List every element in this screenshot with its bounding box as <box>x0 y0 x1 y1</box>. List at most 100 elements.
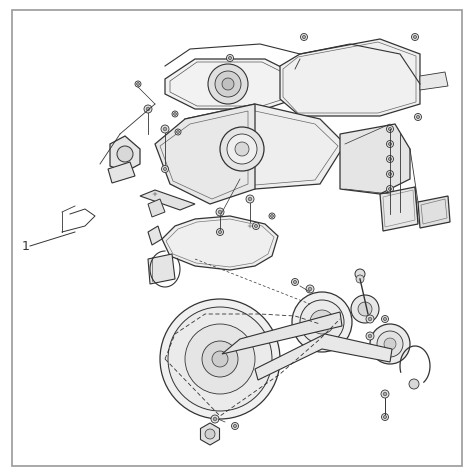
Circle shape <box>383 415 387 419</box>
Circle shape <box>208 64 248 104</box>
Circle shape <box>414 113 421 120</box>
Polygon shape <box>108 162 135 183</box>
Polygon shape <box>175 104 345 189</box>
Circle shape <box>355 269 365 279</box>
Circle shape <box>292 279 299 285</box>
Circle shape <box>164 167 166 171</box>
Circle shape <box>301 34 308 40</box>
Circle shape <box>377 331 403 357</box>
Circle shape <box>317 317 327 327</box>
Circle shape <box>388 142 392 146</box>
Circle shape <box>185 324 255 394</box>
Circle shape <box>146 107 150 111</box>
Circle shape <box>168 307 272 411</box>
Circle shape <box>154 192 156 195</box>
Circle shape <box>388 187 392 191</box>
Polygon shape <box>340 124 410 194</box>
Circle shape <box>162 165 168 173</box>
Circle shape <box>117 146 133 162</box>
Circle shape <box>248 224 252 228</box>
Polygon shape <box>201 423 219 445</box>
Circle shape <box>388 173 392 175</box>
Circle shape <box>227 55 234 62</box>
Circle shape <box>306 285 314 293</box>
Circle shape <box>173 113 176 115</box>
Circle shape <box>300 300 344 344</box>
Circle shape <box>381 390 389 398</box>
Polygon shape <box>148 199 165 217</box>
Circle shape <box>177 131 179 133</box>
Circle shape <box>222 78 234 90</box>
Polygon shape <box>162 216 278 270</box>
Circle shape <box>152 191 158 197</box>
Text: 1: 1 <box>22 239 30 253</box>
Circle shape <box>382 316 389 322</box>
Circle shape <box>246 195 254 203</box>
Circle shape <box>386 185 393 192</box>
Polygon shape <box>280 39 420 116</box>
Circle shape <box>231 422 238 429</box>
Circle shape <box>212 351 228 367</box>
Circle shape <box>411 34 419 40</box>
Circle shape <box>202 341 238 377</box>
Circle shape <box>358 302 372 316</box>
Circle shape <box>351 295 379 323</box>
Circle shape <box>135 81 141 87</box>
Circle shape <box>144 105 152 113</box>
Circle shape <box>160 299 280 419</box>
Circle shape <box>228 56 232 60</box>
Circle shape <box>255 224 257 228</box>
Polygon shape <box>148 226 162 245</box>
Circle shape <box>356 275 364 283</box>
Circle shape <box>220 127 264 171</box>
Polygon shape <box>155 104 255 204</box>
Circle shape <box>269 213 275 219</box>
Circle shape <box>383 318 387 320</box>
Circle shape <box>366 332 374 340</box>
Polygon shape <box>140 190 195 210</box>
Polygon shape <box>165 59 295 109</box>
Circle shape <box>219 230 221 234</box>
Circle shape <box>388 128 392 130</box>
Circle shape <box>253 222 259 229</box>
Circle shape <box>382 413 389 420</box>
Circle shape <box>386 140 393 147</box>
Circle shape <box>310 310 334 334</box>
Polygon shape <box>380 187 418 231</box>
Circle shape <box>213 417 217 421</box>
Circle shape <box>217 228 224 236</box>
Circle shape <box>386 155 393 163</box>
Circle shape <box>218 210 222 214</box>
Circle shape <box>227 134 257 164</box>
Circle shape <box>248 197 252 201</box>
Polygon shape <box>420 72 448 90</box>
Circle shape <box>161 125 169 133</box>
Circle shape <box>302 36 306 38</box>
Circle shape <box>205 429 215 439</box>
Circle shape <box>246 222 254 229</box>
Circle shape <box>233 424 237 428</box>
Circle shape <box>215 71 241 97</box>
Circle shape <box>211 415 219 423</box>
Circle shape <box>386 126 393 133</box>
Polygon shape <box>110 136 140 172</box>
Circle shape <box>175 129 181 135</box>
Circle shape <box>308 287 312 291</box>
Circle shape <box>292 292 352 352</box>
Polygon shape <box>418 196 450 228</box>
Polygon shape <box>148 254 175 284</box>
Circle shape <box>370 324 410 364</box>
Circle shape <box>417 116 419 118</box>
Circle shape <box>388 157 392 161</box>
Circle shape <box>384 338 396 350</box>
Polygon shape <box>255 334 392 380</box>
Circle shape <box>386 171 393 177</box>
Circle shape <box>163 127 167 131</box>
Circle shape <box>293 281 297 283</box>
Circle shape <box>413 36 417 38</box>
Circle shape <box>409 379 419 389</box>
Circle shape <box>368 317 372 321</box>
Circle shape <box>172 111 178 117</box>
Circle shape <box>271 215 273 218</box>
Circle shape <box>383 392 387 396</box>
